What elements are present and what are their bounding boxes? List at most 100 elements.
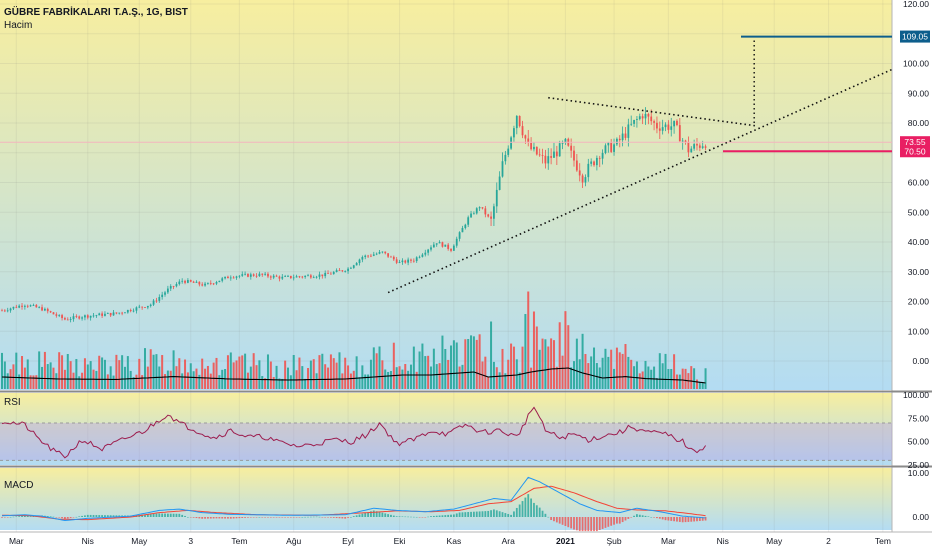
volume-bar xyxy=(89,361,92,389)
volume-bar xyxy=(324,364,327,389)
candle-body xyxy=(621,133,624,141)
macd-histogram-bar xyxy=(364,512,367,517)
macd-histogram-bar xyxy=(86,514,89,517)
candle-body xyxy=(115,312,118,314)
candle-body xyxy=(258,273,261,277)
volume-bar xyxy=(149,349,152,389)
candle-body xyxy=(218,280,221,283)
candle-body xyxy=(578,170,581,176)
time-tick-label: Nis xyxy=(82,536,94,546)
candle-body xyxy=(641,116,644,119)
volume-bar xyxy=(644,360,647,389)
price-axis[interactable] xyxy=(892,0,932,550)
candle-body xyxy=(636,119,638,120)
macd-histogram-bar xyxy=(238,517,241,519)
macd-histogram-bar xyxy=(55,517,58,518)
candle-body xyxy=(9,308,12,311)
macd-histogram-bar xyxy=(518,504,521,517)
candle-body xyxy=(487,214,490,217)
macd-histogram-bar xyxy=(224,517,226,519)
candle-body xyxy=(272,275,275,278)
candle-body xyxy=(101,313,103,316)
macd-histogram-bar xyxy=(673,517,675,522)
candle-body xyxy=(1,310,3,312)
candle-body xyxy=(321,274,324,277)
volume-bar xyxy=(275,365,278,389)
candle-body xyxy=(587,163,590,178)
volume-legend-label[interactable]: Hacim xyxy=(4,20,32,31)
volume-bar xyxy=(244,353,247,389)
candle-body xyxy=(275,275,278,277)
macd-histogram-bar xyxy=(438,515,441,517)
macd-histogram-bar xyxy=(218,517,221,519)
volume-bar xyxy=(650,369,653,389)
macd-histogram-bar xyxy=(427,516,430,518)
macd-histogram-bar xyxy=(367,512,369,517)
candle-body xyxy=(561,142,564,144)
volume-bar xyxy=(498,372,501,389)
macd-histogram-bar xyxy=(106,515,109,517)
macd-histogram-bar xyxy=(670,517,673,521)
volume-bar xyxy=(284,360,287,389)
macd-histogram-bar xyxy=(604,517,607,528)
candle-body xyxy=(464,224,467,229)
candle-body xyxy=(607,142,610,146)
macd-histogram-bar xyxy=(564,517,567,526)
rsi-band xyxy=(0,423,892,461)
rsi-tick-label: 75.00 xyxy=(908,413,930,423)
macd-histogram-bar xyxy=(541,510,544,517)
grid-lines xyxy=(0,0,892,532)
candle-body xyxy=(687,141,690,153)
candle-body xyxy=(355,263,358,266)
rsi-panel-background xyxy=(0,393,892,465)
macd-legend-label[interactable]: MACD xyxy=(4,480,33,491)
macd-histogram-bar xyxy=(370,511,372,517)
volume-bar xyxy=(384,369,387,389)
candle-body xyxy=(664,124,667,128)
volume-bar xyxy=(570,367,573,389)
candle-body xyxy=(598,157,601,159)
candle-body xyxy=(558,143,561,157)
symbol-title[interactable]: GÜBRE FABRİKALARI T.A.Ş., 1G, BIST xyxy=(4,5,188,18)
candle-body xyxy=(158,297,161,301)
volume-bar xyxy=(510,343,513,389)
axis-labels: 120.00110.00100.0090.0080.0070.0060.0050… xyxy=(9,0,930,546)
volume-bar xyxy=(355,356,358,389)
candle-body xyxy=(690,148,693,153)
candle-body xyxy=(129,309,132,312)
macd-histogram-bar xyxy=(232,517,235,519)
volume-bar xyxy=(166,370,169,389)
volume-bar xyxy=(535,326,538,389)
macd-histogram-bar xyxy=(158,513,161,517)
rsi-legend-label[interactable]: RSI xyxy=(4,397,21,408)
volume-bar xyxy=(15,352,18,389)
volume-bar xyxy=(321,353,324,389)
macd-histogram-bar xyxy=(6,517,9,518)
macd-histogram-bar xyxy=(244,517,246,518)
candle-body xyxy=(575,160,578,171)
macd-histogram-bar xyxy=(112,515,115,517)
macd-histogram-bar xyxy=(504,513,507,517)
volume-bar xyxy=(172,350,175,389)
time-axis[interactable] xyxy=(0,532,932,550)
last-price-tag-bg xyxy=(900,136,930,149)
macd-histogram-bar xyxy=(152,513,155,517)
macd-histogram-bar xyxy=(198,517,201,519)
candle-body xyxy=(544,155,547,164)
macd-histogram-bar xyxy=(201,517,204,519)
macd-histogram-bar xyxy=(650,517,653,518)
candle-body xyxy=(235,276,238,278)
volume-bar xyxy=(349,373,352,389)
volume-bar xyxy=(512,346,515,389)
volume-bar xyxy=(564,311,567,389)
macd-histogram-bar xyxy=(378,511,381,517)
macd-histogram-bar xyxy=(553,517,555,522)
candle-body xyxy=(172,286,175,287)
macd-histogram-bar xyxy=(513,511,515,517)
volume-bar xyxy=(601,357,604,389)
macd-histogram-bar xyxy=(581,517,584,532)
candle-body xyxy=(92,315,95,317)
volume-bar xyxy=(3,361,6,389)
